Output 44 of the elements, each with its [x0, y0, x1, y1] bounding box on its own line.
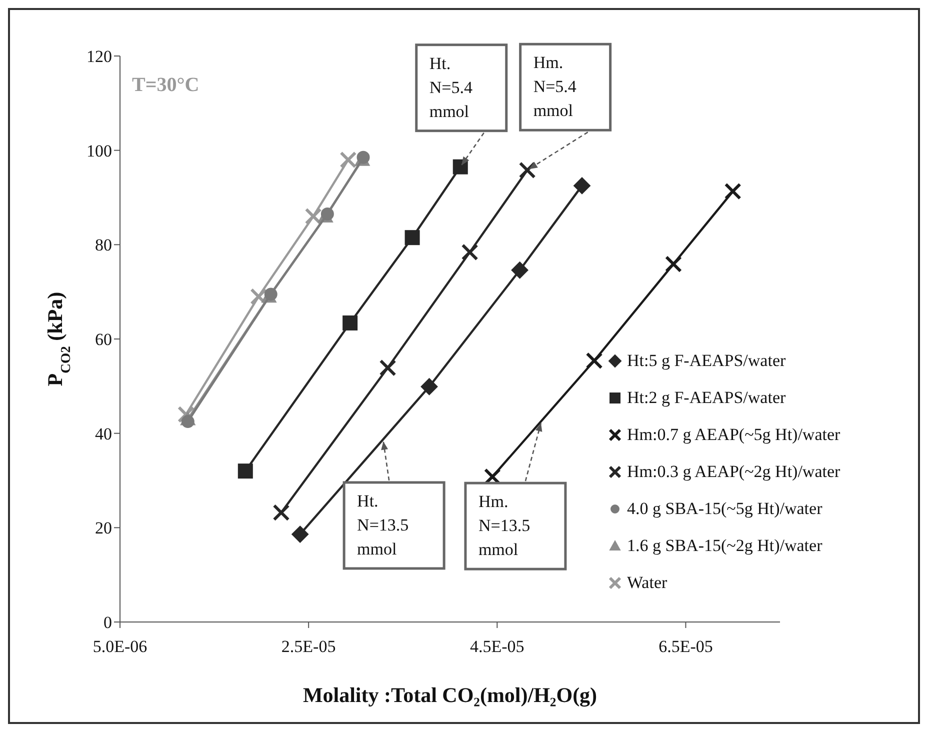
legend-label: Water [627, 572, 668, 592]
point [292, 526, 309, 543]
point [586, 352, 603, 370]
y-tick-label: 120 [86, 47, 112, 66]
point [304, 208, 322, 225]
point [238, 464, 253, 479]
legend-label: Ht:5 g F-AEAPS/water [627, 350, 786, 370]
point [340, 151, 357, 168]
y-tick-label: 80 [95, 236, 112, 255]
y-tick-label: 60 [95, 330, 112, 350]
point [320, 208, 334, 221]
point [342, 315, 358, 330]
point [724, 182, 742, 200]
point [272, 504, 290, 522]
annotation: Ht. N=5.4 mmol [429, 54, 473, 121]
point [379, 359, 396, 376]
point [404, 230, 420, 246]
point [452, 159, 468, 174]
legend-label: 1.6 g SBA-15(~2g Ht)/water [627, 536, 822, 556]
point [181, 415, 194, 428]
point [511, 262, 528, 279]
legend-label: Hm:0.7 g AEAP(~5g Ht)/water [627, 424, 840, 444]
point [264, 288, 278, 301]
point [461, 244, 478, 261]
annotation: Hm. N=5.4 mmol [533, 53, 577, 120]
point [574, 177, 590, 194]
y-tick-label: 40 [95, 424, 112, 444]
legend-label: 4.0 g SBA-15(~5g Ht)/water [627, 498, 822, 518]
legend-label: Ht:2 g F-AEAPS/water [627, 388, 786, 408]
point [420, 378, 438, 396]
y-tick-label: 100 [86, 141, 112, 160]
x-tick-label: 5.0E-06 [92, 637, 148, 656]
y-tick-label: 0 [104, 613, 112, 632]
x-axis-title: Molality :Total CO₂(mol)/H₂O(g) [302, 683, 598, 707]
annotation: Ht. N=13.5 mmol [357, 491, 409, 558]
point [664, 256, 682, 273]
y-tick-label: 20 [95, 518, 112, 538]
annotation: T=30°C [132, 74, 200, 97]
x-tick-label: 2.5E-05 [281, 637, 336, 656]
x-tick-label: 4.5E-05 [470, 637, 524, 656]
annotation: Hm. N=13.5 mmol [478, 492, 530, 560]
point [518, 162, 536, 179]
legend-label: Hm:0.3 g AEAP(~2g Ht)/water [627, 462, 840, 482]
x-tick-label: 6.5E-05 [658, 637, 713, 656]
